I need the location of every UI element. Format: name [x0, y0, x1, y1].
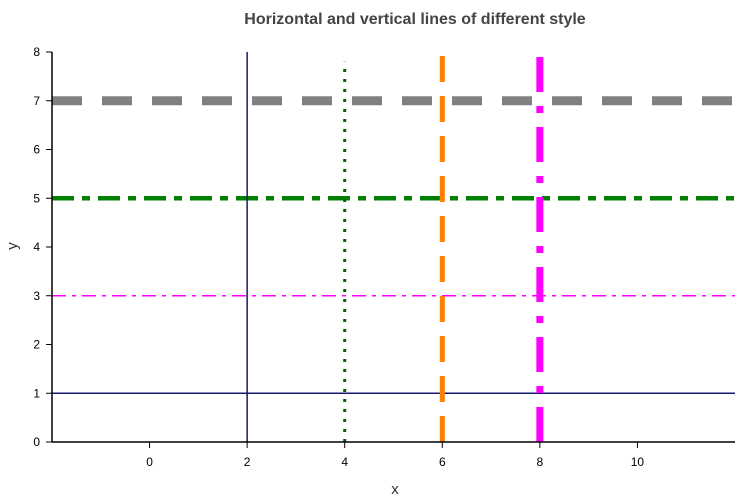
y-tick-label: 6: [33, 143, 40, 157]
x-ticks-group: 0 2 4 6 8 10: [146, 442, 644, 469]
x-axis-label: x: [391, 481, 399, 498]
y-tick-label: 1: [33, 386, 40, 400]
y-tick-label: 3: [33, 289, 40, 303]
horizontal-lines-group: [52, 96, 735, 394]
y-tick-label: 5: [33, 191, 40, 205]
y-axis-label: y: [4, 242, 21, 250]
x-tick-label: 4: [341, 455, 348, 469]
y-ticks-group: 0 1 2 3 4 5 6 7 8: [33, 45, 52, 449]
y-tick-label: 7: [33, 94, 40, 108]
x-tick-label: 10: [631, 455, 645, 469]
x-tick-label: 6: [439, 455, 446, 469]
x-tick-label: 2: [244, 455, 251, 469]
y-tick-label: 4: [33, 240, 40, 254]
y-tick-label: 2: [33, 338, 40, 352]
x-tick-label: 8: [537, 455, 544, 469]
x-tick-label: 0: [146, 455, 153, 469]
chart-title: Horizontal and vertical lines of differe…: [244, 11, 586, 28]
vertical-lines-group: [246, 52, 544, 442]
y-tick-label: 8: [33, 45, 40, 59]
y-tick-label: 0: [33, 435, 40, 449]
